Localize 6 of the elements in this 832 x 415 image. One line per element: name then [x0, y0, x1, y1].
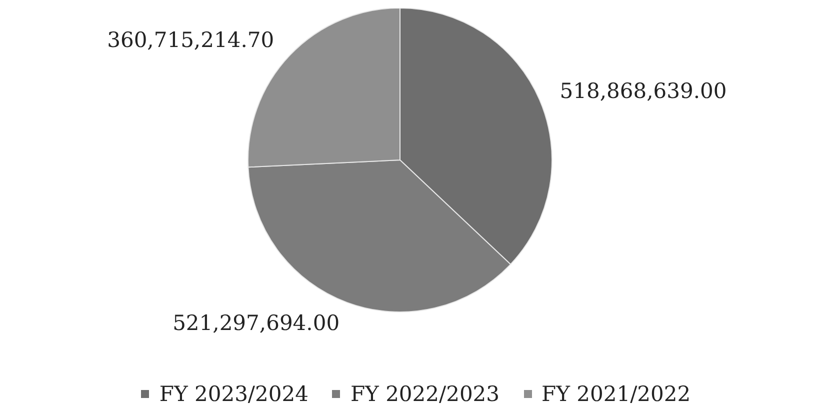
data-label: 518,868,639.00	[560, 79, 727, 104]
data-label: 521,297,694.00	[172, 311, 340, 336]
legend-label: FY 2021/2022	[542, 382, 691, 406]
legend-label: FY 2022/2023	[350, 382, 500, 406]
legend-label: FY 2023/2024	[159, 382, 308, 406]
data-label: 360,715,214.70	[107, 28, 274, 52]
